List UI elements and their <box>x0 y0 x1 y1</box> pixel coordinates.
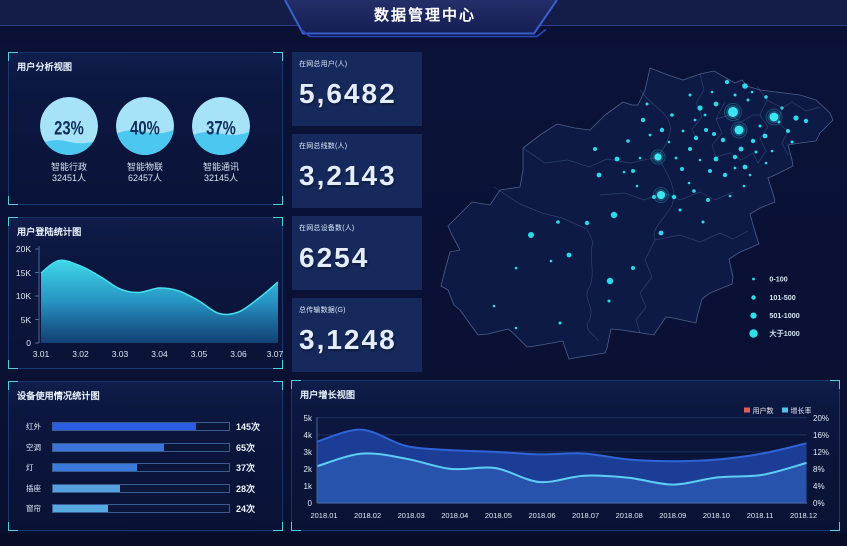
svg-text:2018.10: 2018.10 <box>703 511 730 520</box>
svg-text:3.04: 3.04 <box>151 349 168 359</box>
svg-text:62457人: 62457人 <box>128 173 162 183</box>
svg-text:0-100: 0-100 <box>769 275 787 284</box>
svg-text:16%: 16% <box>813 431 829 440</box>
svg-text:5K: 5K <box>21 315 32 325</box>
svg-text:2018.06: 2018.06 <box>528 511 555 520</box>
svg-text:2018.01: 2018.01 <box>310 511 337 520</box>
svg-text:2018.08: 2018.08 <box>616 511 643 520</box>
svg-text:0: 0 <box>26 338 31 348</box>
svg-text:15K: 15K <box>16 268 31 278</box>
svg-text:20%: 20% <box>813 414 829 423</box>
svg-text:1k: 1k <box>304 482 313 491</box>
svg-text:20K: 20K <box>16 244 31 254</box>
svg-text:4%: 4% <box>813 482 825 491</box>
svg-text:0: 0 <box>308 499 313 508</box>
svg-text:23%: 23% <box>54 118 84 139</box>
svg-text:大于1000: 大于1000 <box>769 329 799 338</box>
svg-text:3k: 3k <box>304 448 313 457</box>
svg-text:32451人: 32451人 <box>52 173 86 183</box>
svg-text:智能通讯: 智能通讯 <box>203 161 239 172</box>
svg-text:3.02: 3.02 <box>72 349 89 359</box>
svg-text:2018.04: 2018.04 <box>441 511 468 520</box>
svg-text:3.03: 3.03 <box>112 349 129 359</box>
svg-text:3.05: 3.05 <box>191 349 208 359</box>
svg-text:2018.02: 2018.02 <box>354 511 381 520</box>
svg-text:12%: 12% <box>813 448 829 457</box>
svg-text:2k: 2k <box>304 465 313 474</box>
svg-text:0%: 0% <box>813 499 825 508</box>
svg-text:2018.11: 2018.11 <box>747 511 774 520</box>
svg-text:3.06: 3.06 <box>230 349 247 359</box>
svg-text:智能物联: 智能物联 <box>127 161 163 172</box>
svg-text:3.07: 3.07 <box>267 349 283 359</box>
svg-text:智能行政: 智能行政 <box>51 161 87 172</box>
svg-text:增长率: 增长率 <box>791 406 812 415</box>
svg-text:4k: 4k <box>304 431 313 440</box>
svg-text:3.01: 3.01 <box>33 349 50 359</box>
svg-text:2018.09: 2018.09 <box>659 511 686 520</box>
svg-text:2018.12: 2018.12 <box>790 511 817 520</box>
svg-text:2018.03: 2018.03 <box>398 511 425 520</box>
svg-text:用户数: 用户数 <box>753 406 774 415</box>
svg-text:32145人: 32145人 <box>204 173 238 183</box>
svg-text:37%: 37% <box>206 118 236 139</box>
svg-text:40%: 40% <box>130 118 160 139</box>
svg-text:5k: 5k <box>304 414 313 423</box>
svg-text:10K: 10K <box>16 291 31 301</box>
svg-text:101-500: 101-500 <box>769 293 795 302</box>
svg-text:数据管理中心: 数据管理中心 <box>374 6 476 24</box>
svg-text:2018.07: 2018.07 <box>572 511 599 520</box>
svg-text:8%: 8% <box>813 465 825 474</box>
svg-text:501-1000: 501-1000 <box>769 311 799 320</box>
svg-text:2018.05: 2018.05 <box>485 511 512 520</box>
